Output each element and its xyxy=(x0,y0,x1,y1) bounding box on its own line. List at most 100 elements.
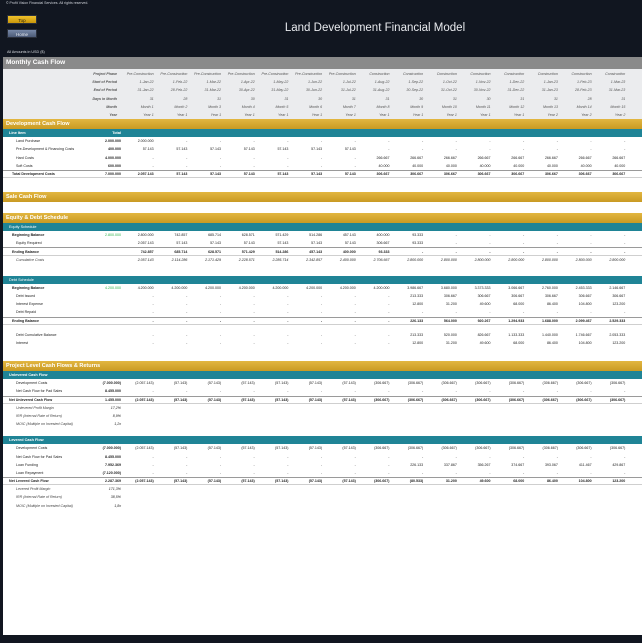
cell: - xyxy=(320,389,323,394)
cell: - xyxy=(253,294,255,299)
cell: - xyxy=(455,139,457,144)
cell: - xyxy=(455,233,457,238)
cell: - xyxy=(320,454,323,459)
cell: - xyxy=(556,233,558,238)
cell: - xyxy=(388,318,390,323)
row-cells: - - - - - - - - 12.800 31.200 49.600 68.000 86.400 10… xyxy=(123,302,628,306)
row-cells: --------------- xyxy=(123,389,628,393)
cell: - xyxy=(388,139,390,144)
cell: (306.667) xyxy=(374,479,390,484)
cell: 1-Jul-22 xyxy=(342,80,356,85)
metric-value: 171,3% xyxy=(108,487,121,492)
cell: - xyxy=(354,139,356,144)
cell: - xyxy=(556,470,558,475)
levered-cash-flow-header: Levered Cash Flow xyxy=(3,436,642,445)
debt-issued-row: Debt Issued - - - - - - - -213.333 306.667 306.66… xyxy=(3,292,642,300)
cell: - xyxy=(320,341,323,346)
cell: 31.200 xyxy=(445,341,457,346)
cell: 2.800.000 xyxy=(407,257,424,262)
header-label-start: Start of Period xyxy=(92,80,117,85)
cell: 40.000 xyxy=(546,163,558,168)
cell: Pre-Construction xyxy=(295,72,323,77)
cell: 306.667 xyxy=(578,294,592,299)
cell: - xyxy=(354,454,356,459)
cell: 920.267 xyxy=(477,318,491,323)
debt-beginning-balance-row: Beginning Balance 4.200.000 4.200.000 4.2… xyxy=(3,284,642,292)
cell: - xyxy=(219,462,222,467)
cell: (57.143) xyxy=(308,397,323,402)
cell: 40.000 xyxy=(614,163,626,168)
cell: 266.667 xyxy=(511,155,525,160)
cell: 2.706.667 xyxy=(373,257,390,262)
cell: 1-Mar-22 xyxy=(206,80,222,85)
cell: - xyxy=(556,454,558,459)
cell: Year 1 xyxy=(278,113,289,118)
cell: - xyxy=(590,147,592,152)
debt-repaid-row: Debt Repaid --------------- xyxy=(3,308,642,316)
row-cells: 2.057.143 57.143 57.143 57.143 57.143 57.143 5… xyxy=(123,241,628,245)
cell: 30-Sep-22 xyxy=(406,88,424,93)
cell: - xyxy=(219,318,222,323)
cell: 2.800.000 xyxy=(575,257,592,262)
cell: - xyxy=(421,454,424,459)
row-cells: - - - - - - - - 226.133 337.867 356.267 374.667 393.… xyxy=(123,463,628,467)
cell: 826.667 xyxy=(477,332,491,337)
table-row: Loan Funding 7.952.369 - - - - - - - - 226.133 337.… xyxy=(3,461,642,469)
cell: 1-Jun-22 xyxy=(307,80,323,85)
cell: 4.200.000 xyxy=(306,285,323,290)
row-cells: (2.057.143) (57.143) (57.143) (57.143) (57.1… xyxy=(123,381,628,385)
cell: (57.143) xyxy=(207,381,222,386)
cell: - xyxy=(489,454,491,459)
cell: Month 5 xyxy=(275,104,289,109)
cell: (57.143) xyxy=(308,381,323,386)
row-cells: 31 28 31 30 31 30 31 31 30 31 30 31 31 28 31 xyxy=(123,97,628,101)
home-button[interactable]: Home xyxy=(7,29,37,38)
cell: (306.667) xyxy=(374,397,390,402)
cell: 123.200 xyxy=(612,302,626,307)
cell: 68.000 xyxy=(513,479,525,484)
cell: - xyxy=(455,249,457,254)
cell: 2.800.000 xyxy=(474,257,491,262)
cell: (57.143) xyxy=(308,446,323,451)
cell: 306.667 xyxy=(410,171,424,176)
cell: - xyxy=(253,318,255,323)
cell: 31-Jul-22 xyxy=(340,88,356,93)
cell: Year 2 xyxy=(547,113,558,118)
cell: - xyxy=(590,139,592,144)
cell: - xyxy=(320,302,323,307)
cell: - xyxy=(590,310,592,315)
cell: - xyxy=(624,470,626,475)
cell: (57.143) xyxy=(308,479,323,484)
row-total: (7.000.000) xyxy=(102,381,121,386)
cell: - xyxy=(556,389,558,394)
equity-ending-balance-row: Ending Balance 742.857 685.714 628.571 571.… xyxy=(3,247,642,256)
cell: 30 xyxy=(486,96,491,101)
cell: 30-Nov-22 xyxy=(473,88,491,93)
cell: (80.533) xyxy=(409,479,424,484)
cell: - xyxy=(590,470,592,475)
top-button[interactable]: Top xyxy=(7,15,37,24)
cell: 2.760.000 xyxy=(541,285,558,290)
row-cells: - - - - - - - - 213.333 520.000 826.667 1.133.333 1.… xyxy=(123,333,628,337)
cell: 3.986.667 xyxy=(407,285,424,290)
cell: - xyxy=(354,310,356,315)
row-cells: 2.800.000 742.857 685.714 628.571 571.429 514… xyxy=(123,233,628,237)
net-levered-cash-flow-row: Net Levered Cash Flow 2.287.369 (2.057.1… xyxy=(3,477,642,486)
cell: 40.000 xyxy=(378,163,390,168)
row-label: Development Costs xyxy=(16,446,48,451)
cell: 40.000 xyxy=(445,163,457,168)
cell: - xyxy=(253,389,255,394)
cell: Year 1 xyxy=(513,113,525,118)
equity-required-row: Equity Required 2.057.143 57.143 57.143 57.… xyxy=(3,239,642,247)
cell: 1-Feb-22 xyxy=(172,80,188,85)
header-label-end: End of Period xyxy=(93,88,117,93)
cell: (57.143) xyxy=(173,397,188,402)
cell: 2.171.429 xyxy=(205,257,222,262)
cell: (306.667) xyxy=(374,446,390,451)
cell: - xyxy=(219,163,222,168)
cell: 1.688.000 xyxy=(541,318,558,323)
cell: - xyxy=(253,454,255,459)
cell: 93.333 xyxy=(412,233,424,238)
cell: 2.400.000 xyxy=(339,257,356,262)
cell: 514.286 xyxy=(309,233,323,238)
